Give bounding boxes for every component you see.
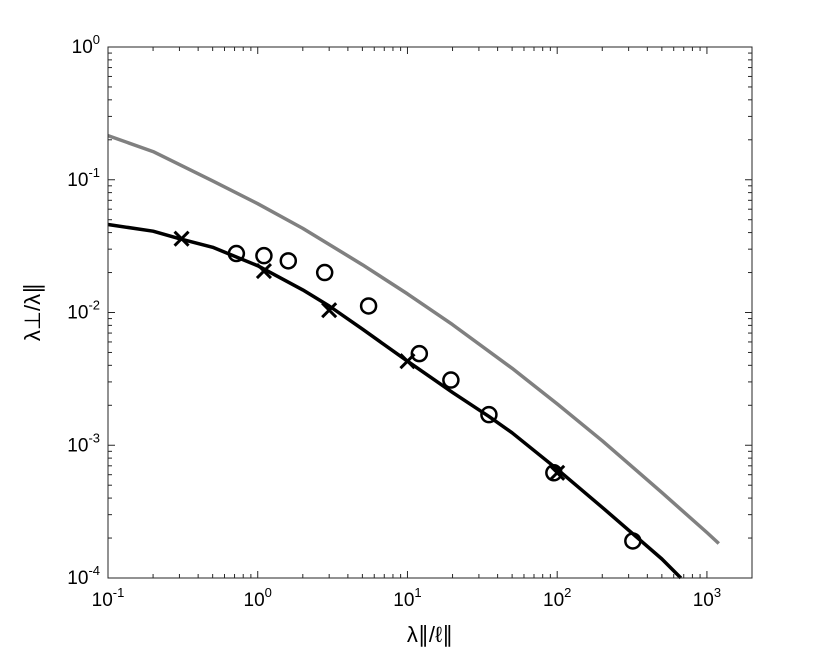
x-marker <box>399 353 416 370</box>
markers-layer <box>173 230 642 550</box>
circle-marker <box>442 371 460 389</box>
y-tick-label: 10-2 <box>67 298 100 324</box>
x-axis-label: λ∥/ℓ∥ <box>407 622 453 647</box>
x-tick-labels: 10-1 100 101 102 103 <box>92 585 721 611</box>
x-tick-label: 101 <box>393 585 421 611</box>
black-fit-curve <box>107 222 683 580</box>
x-tick-label: 103 <box>693 585 721 611</box>
y-tick-label: 10-3 <box>67 430 100 456</box>
lines-layer <box>107 133 720 580</box>
x-tick-label: 10-1 <box>92 585 125 611</box>
plot-frame <box>107 46 753 579</box>
circle-marker <box>227 244 246 263</box>
circle-marker <box>410 344 429 363</box>
circle-marker <box>359 297 378 315</box>
x-marker <box>549 464 566 481</box>
y-tick-label: 100 <box>72 32 100 58</box>
y-axis-label: λ⊥/λ∥ <box>20 283 45 341</box>
plot-area <box>108 47 752 578</box>
y-tick-label: 10-4 <box>67 563 100 589</box>
circle-marker <box>545 464 563 482</box>
x-tick-label: 102 <box>543 585 571 611</box>
circle-marker <box>279 252 298 270</box>
x-tick-label: 100 <box>244 585 272 611</box>
circle-marker <box>255 246 273 265</box>
gray-curve <box>107 133 720 545</box>
x-marker <box>173 230 190 247</box>
y-tick-labels: 10-4 10-3 10-2 10-1 100 <box>67 32 100 589</box>
circle-marker <box>315 263 334 282</box>
x-marker <box>255 263 272 280</box>
circle-marker <box>624 532 642 550</box>
circle-marker <box>480 405 498 424</box>
x-marker <box>321 302 338 319</box>
y-tick-label: 10-1 <box>67 165 100 191</box>
